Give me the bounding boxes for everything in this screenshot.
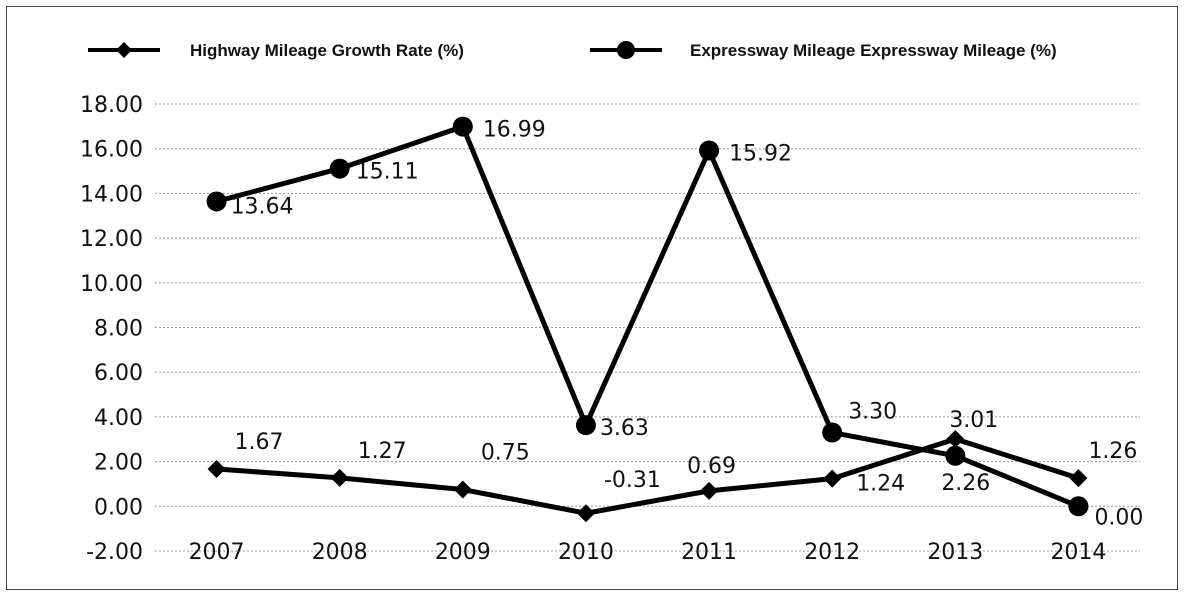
data-label: 0.69 bbox=[687, 454, 736, 479]
y-tick-label: 12.00 bbox=[80, 227, 143, 252]
y-tick-label: 8.00 bbox=[94, 317, 143, 342]
x-tick-label: 2012 bbox=[804, 540, 860, 565]
series-group: 1.67 1.27 0.75 -0.31 0.69 1.24 3.01 1.26 13.64 15… bbox=[206, 116, 1143, 530]
data-point bbox=[453, 480, 472, 499]
data-label: 0.75 bbox=[481, 441, 530, 466]
data-label: 13.64 bbox=[231, 194, 294, 219]
data-point bbox=[207, 459, 226, 478]
data-point bbox=[329, 158, 350, 179]
y-tick-label: 10.00 bbox=[80, 272, 143, 297]
data-point bbox=[1069, 469, 1088, 488]
data-point bbox=[576, 504, 595, 523]
legend-marker-highway bbox=[116, 42, 132, 58]
y-tick-label: 14.00 bbox=[80, 182, 143, 207]
gridlines bbox=[155, 103, 1140, 552]
data-label: 16.99 bbox=[483, 118, 546, 143]
data-point bbox=[575, 415, 596, 436]
series-highway: 1.67 1.27 0.75 -0.31 0.69 1.24 3.01 1.26 bbox=[207, 408, 1137, 523]
data-point bbox=[823, 469, 842, 488]
data-point bbox=[700, 481, 719, 500]
data-point bbox=[945, 445, 966, 466]
data-label: 3.01 bbox=[949, 408, 998, 433]
x-tick-label: 2011 bbox=[681, 540, 737, 565]
data-label: 15.92 bbox=[729, 141, 792, 166]
series-line bbox=[215, 124, 1080, 509]
data-point bbox=[330, 468, 349, 487]
data-label: 15.11 bbox=[356, 160, 419, 185]
data-label: 2.26 bbox=[941, 471, 990, 496]
y-tick-label: 18.00 bbox=[80, 93, 143, 118]
y-axis: 18.00 16.00 14.00 12.00 10.00 8.00 6.00 4.00 2.0… bbox=[80, 93, 143, 565]
legend: Highway Mileage Growth Rate (%) Expressw… bbox=[88, 41, 1057, 60]
legend-label-highway: Highway Mileage Growth Rate (%) bbox=[190, 41, 464, 60]
data-point bbox=[822, 422, 843, 443]
data-label: 1.26 bbox=[1088, 439, 1137, 464]
data-point bbox=[1068, 496, 1089, 517]
y-tick-label: 6.00 bbox=[94, 361, 143, 386]
series-line bbox=[216, 436, 1080, 516]
chart-frame bbox=[6, 6, 1178, 590]
y-tick-label: -2.00 bbox=[86, 540, 143, 565]
y-tick-label: 4.00 bbox=[94, 406, 143, 431]
data-point bbox=[946, 430, 965, 449]
y-tick-label: 2.00 bbox=[94, 451, 143, 476]
data-label: 1.24 bbox=[856, 472, 905, 497]
x-tick-label: 2013 bbox=[927, 540, 983, 565]
x-tick-label: 2010 bbox=[558, 540, 614, 565]
x-tick-label: 2008 bbox=[312, 540, 368, 565]
data-label: 1.27 bbox=[358, 439, 407, 464]
data-label: -0.31 bbox=[604, 468, 661, 493]
x-axis: 2007 2008 2009 2010 2011 2012 2013 2014 bbox=[189, 540, 1107, 565]
series-expressway: 13.64 15.11 16.99 3.63 15.92 3.30 2.26 0.00 bbox=[206, 116, 1143, 530]
y-tick-label: 0.00 bbox=[94, 495, 143, 520]
data-label: 3.30 bbox=[848, 400, 897, 425]
x-tick-label: 2009 bbox=[435, 540, 491, 565]
data-label: 3.63 bbox=[600, 416, 649, 441]
data-point bbox=[206, 191, 227, 212]
y-tick-label: 16.00 bbox=[80, 138, 143, 163]
data-label: 0.00 bbox=[1094, 505, 1143, 530]
data-point bbox=[699, 140, 720, 161]
legend-label-expressway: Expressway Mileage Expressway Mileage (%… bbox=[690, 41, 1057, 60]
x-tick-label: 2007 bbox=[189, 540, 245, 565]
data-point bbox=[452, 116, 473, 137]
data-label: 1.67 bbox=[235, 430, 284, 455]
legend-marker-expressway bbox=[617, 41, 635, 59]
x-tick-label: 2014 bbox=[1050, 540, 1106, 565]
